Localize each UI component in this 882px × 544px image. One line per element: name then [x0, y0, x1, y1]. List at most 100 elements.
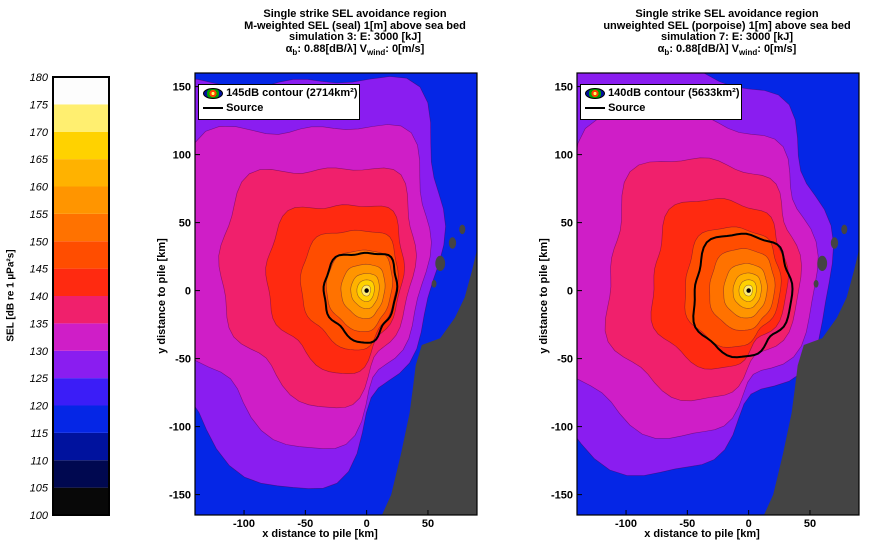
source-marker — [364, 288, 369, 293]
island — [459, 224, 466, 235]
colorbar-swatch-150 — [53, 213, 109, 242]
y-tick-label: 0 — [567, 286, 573, 298]
contour-swatch-icon — [585, 87, 605, 99]
x-tick-label: -100 — [615, 518, 637, 530]
y-tick-label: 100 — [555, 150, 573, 162]
x-axis-label: x distance to pile [km] — [262, 528, 378, 540]
y-tick-label: 50 — [179, 218, 191, 230]
plot-frame — [194, 72, 478, 516]
island — [431, 279, 437, 288]
x-tick-label: 0 — [746, 518, 752, 530]
colorbar-tick-label: 165 — [30, 154, 49, 166]
colorbar-tick-label: 105 — [30, 483, 49, 495]
island — [841, 224, 848, 235]
colorbar-swatch-100 — [53, 487, 109, 515]
island — [435, 255, 446, 272]
colorbar-swatch-170 — [53, 104, 109, 132]
legend-item-source: Source — [585, 102, 645, 114]
title-line-2: unweighted SEL (porpoise) 1[m] above sea… — [603, 19, 851, 32]
y-tick-label: -50 — [175, 354, 191, 366]
colorbar-swatch-105 — [53, 460, 109, 488]
x-tick-label: 0 — [364, 518, 370, 530]
title-line-3: simulation 7: E: 3000 [kJ] — [660, 31, 794, 43]
title-line-1: Single strike SEL avoidance region — [635, 8, 819, 20]
contour-swatch-icon — [203, 87, 223, 99]
colorbar-tick-label: 180 — [30, 72, 49, 84]
y-tick-label: 0 — [185, 286, 191, 298]
x-tick-label: 50 — [422, 518, 434, 530]
colorbar-swatch-125 — [53, 350, 109, 379]
legend-contour-label: 140dB contour (5633km²) — [608, 87, 740, 99]
colorbar-tick-label: 135 — [30, 318, 49, 330]
map-plot: -100 -50 0 50 150 100 50 0 -50 -100 -150 — [551, 72, 860, 530]
x-tick-label: 50 — [804, 518, 816, 530]
colorbar-swatch-160 — [53, 159, 109, 187]
island — [817, 255, 828, 272]
source-line-icon — [585, 107, 605, 110]
colorbar-tick-label: 130 — [30, 346, 49, 358]
colorbar-swatch-145 — [53, 241, 109, 269]
colorbar-tick-label: 115 — [30, 428, 48, 440]
legend-source-label: Source — [226, 102, 264, 114]
colorbar-swatch-120 — [53, 378, 109, 406]
colorbar-swatch-165 — [53, 131, 109, 160]
title-line-2: M-weighted SEL (seal) 1[m] above sea bed — [244, 19, 466, 32]
legend-item-contour: 140dB contour (5633km²) — [585, 87, 740, 99]
x-tick-label: -50 — [679, 518, 695, 530]
panel-seal: Single strike SEL avoidance region M-wei… — [140, 0, 500, 544]
island — [448, 237, 457, 249]
panel-porpoise: Single strike SEL avoidance region unwei… — [522, 0, 882, 544]
land-mass — [763, 249, 859, 515]
colorbar-tick-label: 145 — [30, 264, 49, 276]
colorbar-swatch-115 — [53, 405, 109, 433]
y-tick-label: -100 — [169, 422, 191, 434]
colorbar-tick-label: 175 — [30, 99, 49, 111]
land-mass — [381, 249, 477, 515]
island — [813, 279, 819, 288]
legend-contour-label: 145dB contour (2714km²) — [226, 87, 358, 99]
title-param-line: αb: 0.88[dB/λ] Vwind: 0[m/s] — [657, 42, 797, 57]
colorbar-tick-label: 100 — [30, 510, 49, 522]
legend-source-label: Source — [608, 102, 646, 114]
y-tick-label: 100 — [173, 150, 191, 162]
island — [830, 237, 839, 249]
legend: 140dB contour (5633km²) Source — [580, 84, 742, 120]
colorbar-tick-label: 110 — [30, 455, 48, 467]
y-tick-label: 150 — [555, 82, 573, 94]
colorbar-svg: 180 175 170 165 160 155 150 145 140 135 130 125 120 1… — [30, 72, 110, 522]
source-line-icon — [203, 107, 223, 110]
map-area — [577, 73, 859, 515]
panel-title: Single strike SEL avoidance region unwei… — [577, 8, 877, 58]
colorbar-tick-label: 120 — [30, 401, 49, 413]
x-tick-label: -100 — [233, 518, 255, 530]
colorbar-tick-label: 150 — [30, 236, 49, 248]
colorbar-swatch-110 — [53, 432, 109, 461]
y-tick-label: 50 — [561, 218, 573, 230]
colorbar-swatch-135 — [53, 296, 109, 324]
colorbar-label: SEL [dB re 1 µPa²s] — [5, 249, 17, 342]
y-tick-label: -150 — [551, 490, 573, 502]
highlight-contour — [322, 251, 399, 344]
y-tick-label: 150 — [173, 82, 191, 94]
title-line-1: Single strike SEL avoidance region — [263, 8, 447, 20]
legend-item-source: Source — [203, 102, 263, 114]
plot-frame — [576, 72, 860, 516]
colorbar-swatch-140 — [53, 268, 109, 296]
map-area — [195, 73, 477, 515]
colorbar-swatch-130 — [53, 323, 109, 351]
source-marker — [746, 288, 751, 293]
colorbar-frame — [52, 76, 110, 516]
colorbar-tick-label: 140 — [30, 291, 49, 303]
legend: 145dB contour (2714km²) Source — [198, 84, 360, 120]
colorbar-swatch-155 — [53, 186, 109, 214]
colorbar: 180 175 170 165 160 155 150 145 140 135 130 125 120 1… — [0, 0, 130, 544]
title-line-3: simulation 3: E: 3000 [kJ] — [288, 31, 422, 43]
colorbar-tick-label: 155 — [30, 209, 49, 221]
colorbar-tick-label: 170 — [30, 127, 49, 139]
colorbar-tick-label: 125 — [30, 373, 49, 385]
map-plot: -100 -50 0 50 150 100 50 0 -50 -100 -150 — [169, 72, 478, 530]
y-tick-label: -150 — [169, 490, 191, 502]
panel-title: Single strike SEL avoidance region M-wei… — [210, 8, 500, 58]
y-tick-label: -50 — [557, 354, 573, 366]
highlight-contour — [692, 232, 794, 359]
